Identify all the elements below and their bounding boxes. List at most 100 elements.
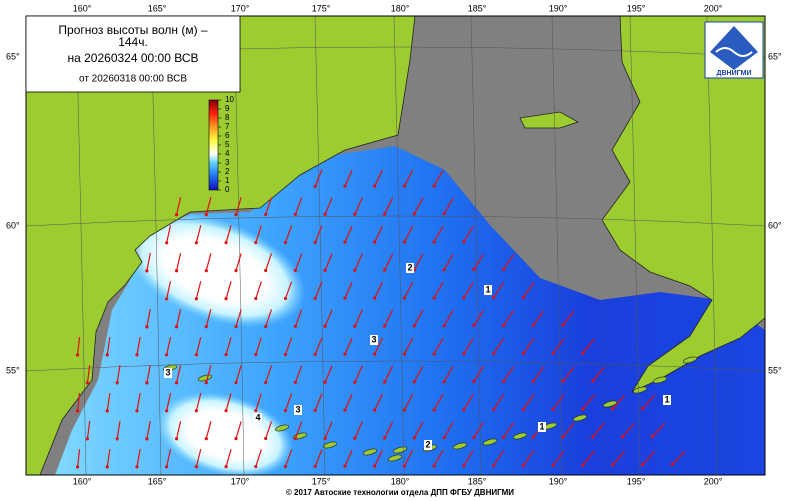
- arrow-head: [283, 352, 288, 357]
- arrow-head: [313, 240, 317, 244]
- land-island: [519, 111, 579, 129]
- arrow-head: [382, 268, 387, 272]
- arrow-head: [432, 184, 436, 188]
- arrow-head: [581, 351, 585, 355]
- arrow-head: [234, 269, 238, 273]
- arrow: [294, 309, 303, 327]
- arrow: [413, 421, 424, 439]
- arrow: [195, 449, 202, 467]
- arrow-head: [174, 381, 179, 385]
- arrow-head: [204, 437, 208, 441]
- colorbar-tick-label: 8: [225, 113, 230, 122]
- arrow-head: [521, 407, 525, 411]
- arrow-head: [194, 353, 198, 357]
- arrow-head: [293, 324, 298, 329]
- island: [274, 424, 290, 432]
- arrow-head: [472, 324, 476, 328]
- arrow: [473, 310, 484, 326]
- arrow-head: [501, 435, 506, 440]
- arrow: [265, 421, 273, 439]
- arrow: [384, 421, 394, 439]
- arrow: [592, 366, 605, 382]
- arrow: [225, 449, 232, 467]
- arrow: [136, 393, 141, 411]
- arrow: [463, 282, 474, 298]
- arrow-head: [283, 240, 288, 245]
- arrow: [403, 449, 414, 467]
- map-area: [26, 16, 765, 475]
- arrow: [106, 337, 111, 355]
- arrow: [314, 169, 323, 187]
- arrow: [324, 365, 333, 383]
- arrow: [374, 449, 384, 467]
- arrow: [592, 422, 605, 438]
- arrow: [473, 366, 484, 382]
- arrow-head: [551, 351, 555, 355]
- arrow: [344, 169, 353, 187]
- arrow-head: [402, 240, 407, 244]
- lon-label-bottom: 175°: [312, 476, 331, 486]
- arrow: [324, 197, 333, 215]
- contour-label-bg: [538, 422, 546, 432]
- arrow-head: [75, 465, 80, 469]
- arrow: [255, 225, 262, 243]
- arrow: [354, 365, 363, 383]
- arrow: [136, 337, 141, 355]
- arrow: [532, 366, 545, 382]
- arrow-head: [323, 268, 327, 272]
- arrow-head: [492, 295, 496, 300]
- arrow-head: [204, 325, 208, 329]
- arrow: [235, 197, 242, 215]
- arrow: [503, 366, 515, 382]
- arrow: [195, 281, 202, 299]
- arrow-head: [531, 323, 535, 327]
- arrow: [284, 281, 293, 299]
- arrow: [552, 394, 565, 410]
- colorbar-tick-label: 7: [225, 122, 230, 131]
- arrow-head: [432, 240, 436, 244]
- island: [572, 414, 588, 422]
- arrow-head: [264, 212, 268, 217]
- colorbar-tick-label: 6: [225, 131, 230, 140]
- arrow-head: [442, 212, 446, 216]
- arrow: [463, 450, 474, 466]
- arrow-head: [293, 380, 298, 385]
- arrow-head: [373, 240, 377, 244]
- arrow: [255, 281, 262, 299]
- arrow-head: [264, 324, 268, 329]
- arrow: [552, 338, 565, 354]
- lon-label-bottom: 160°: [73, 476, 92, 486]
- subtitle: от 20260318 00:00 ВСВ: [79, 74, 187, 85]
- lon-label-bottom: 165°: [148, 476, 167, 486]
- logo-mark: [710, 26, 758, 70]
- arrow: [284, 225, 293, 243]
- arrow-head: [442, 436, 446, 440]
- title-line: Прогноз высоты волн (м) –: [58, 23, 208, 37]
- arrow: [166, 337, 172, 355]
- parallel: [26, 360, 765, 372]
- arrow: [106, 449, 111, 467]
- arrow: [354, 253, 363, 271]
- arrow: [493, 394, 505, 410]
- arrow: [255, 393, 262, 411]
- contour-label-bg: [484, 285, 492, 295]
- arrow-head: [412, 324, 416, 328]
- arrow: [314, 393, 323, 411]
- arrow-head: [283, 296, 288, 301]
- arrow-head: [145, 269, 149, 273]
- arrow: [205, 253, 212, 271]
- arrow-head: [343, 184, 347, 188]
- arrow-head: [165, 409, 169, 413]
- island: [362, 448, 378, 456]
- arrow-head: [531, 435, 535, 439]
- arrow-head: [313, 184, 317, 188]
- arrow-head: [313, 408, 317, 412]
- arrow: [166, 225, 172, 243]
- arrow-head: [353, 212, 357, 216]
- arrow: [503, 254, 515, 270]
- arrow-head: [343, 352, 347, 356]
- arrow: [265, 365, 273, 383]
- arrow: [76, 392, 81, 412]
- arrow-head: [402, 408, 407, 412]
